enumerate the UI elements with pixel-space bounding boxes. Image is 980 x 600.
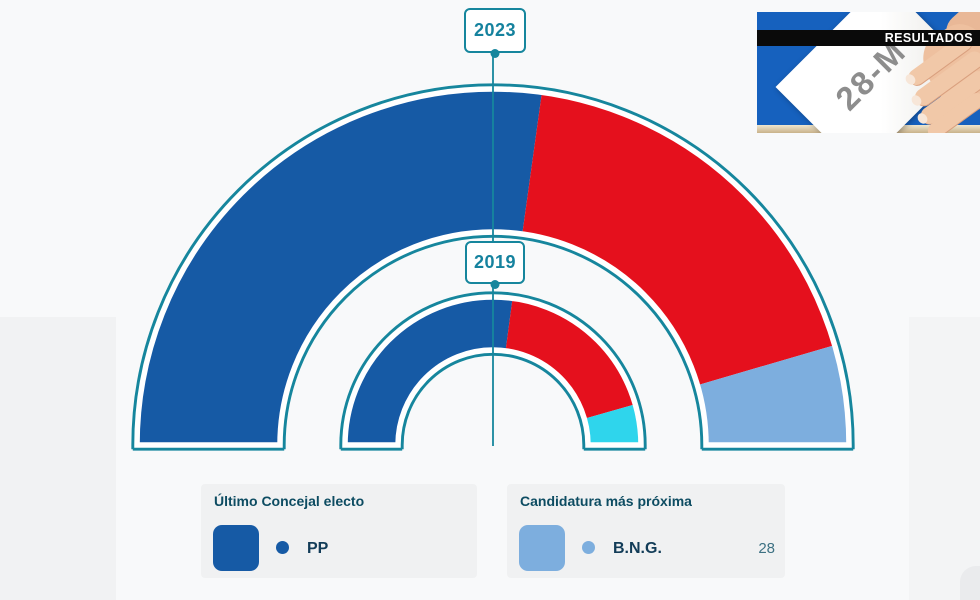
results-banner[interactable]: 28-M RESULTADOS	[757, 12, 980, 133]
party-bullet-dot	[582, 541, 595, 554]
ring-2023-segment-red[interactable]	[522, 92, 835, 386]
marker-pointer	[490, 49, 500, 58]
year-label: 2019	[473, 252, 517, 272]
background-panel-right	[909, 317, 980, 600]
legend-last-councillor-card: Último Concejal electo PP	[201, 484, 477, 578]
party-color-swatch	[213, 525, 259, 571]
card-title: Último Concejal electo	[214, 493, 365, 509]
year-marker-2019: 2019	[465, 241, 525, 289]
marker-pointer	[490, 280, 500, 289]
legend-closest-candidacy-card: Candidatura más próxima B.N.G. 28	[507, 484, 785, 578]
background-panel-left	[0, 317, 116, 600]
ring-2023-segment-blue[interactable]	[137, 89, 542, 445]
party-bullet-dot	[276, 541, 289, 554]
ring-2019-white-gap	[342, 294, 644, 448]
ring-2019-segment-cyan[interactable]	[584, 404, 641, 445]
ring-2023-white-gap	[134, 86, 852, 448]
party-name: B.N.G.	[613, 540, 662, 557]
ring-2019-segment-red[interactable]	[505, 298, 636, 419]
results-tag-bar: RESULTADOS	[757, 30, 980, 46]
ring-2019-segment-blue[interactable]	[345, 297, 513, 445]
year-marker-2023: 2023	[464, 8, 526, 58]
closest-candidacy-value: 28	[758, 540, 775, 557]
results-tag-label: RESULTADOS	[884, 31, 973, 45]
party-name: PP	[307, 540, 329, 557]
year-label: 2023	[473, 20, 517, 40]
ring-2023-segment-light-blue[interactable]	[697, 345, 849, 445]
background-corner-accent	[960, 566, 980, 600]
party-color-swatch	[519, 525, 565, 571]
card-title: Candidatura más próxima	[520, 493, 692, 509]
